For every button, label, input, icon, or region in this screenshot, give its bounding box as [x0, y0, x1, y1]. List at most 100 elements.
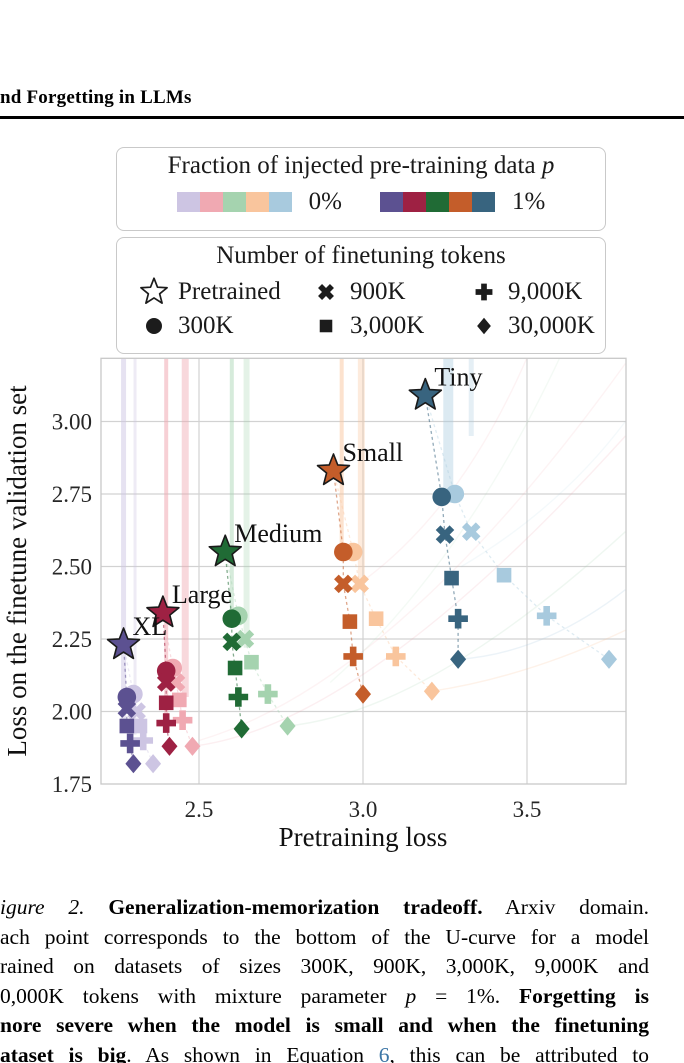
legend-fraction-title: Fraction of injected pre-training data p	[117, 152, 605, 180]
caption-line: igure 2. Generalization-memorization tra…	[0, 893, 649, 923]
square-icon	[319, 319, 333, 333]
legend-tokens-box: Number of finetuning tokens Pretrained 90…	[116, 237, 606, 354]
y-tick: 1.75	[52, 772, 92, 797]
marker-Medium-0%-square	[244, 654, 259, 670]
marker-Medium-1%-x	[222, 632, 242, 652]
marker-Small-0%-diamond	[423, 681, 440, 701]
trajectory-Small-0%	[332, 470, 433, 692]
y-axis-label: Loss on the finetune validation set	[2, 385, 32, 757]
marker-Large-1%-diamond	[161, 736, 178, 756]
caption-line: rained on datasets of sizes 300K, 900K, …	[0, 952, 649, 982]
legend-entry-Pretrained: Pretrained	[139, 275, 311, 309]
marker-Large-1%-square	[158, 695, 174, 711]
y-tick: 2.50	[52, 555, 92, 580]
marker-Large-0%-square	[172, 692, 187, 708]
legend-tokens-title: Number of finetuning tokens	[216, 242, 506, 269]
legend-entry-label: 300K	[178, 312, 234, 339]
color-swatch	[222, 192, 246, 212]
marker-Large-pretrained-star	[146, 595, 180, 628]
legend-fraction-box: Fraction of injected pre-training data p…	[116, 147, 606, 231]
marker-XL-1%-square	[119, 718, 135, 734]
legend-fraction-title-text: Fraction of injected pre-training data	[167, 152, 536, 179]
legend-entry-label: 3,000K	[350, 312, 425, 339]
legend-entry-300K: 300K	[139, 309, 311, 343]
marker-Tiny-0%-plus	[536, 606, 557, 626]
color-swatch	[403, 192, 426, 212]
legend-entry-30,000K: 30,000K	[469, 309, 619, 343]
marker-Tiny-0%-diamond	[601, 649, 617, 669]
plus-icon	[475, 283, 493, 301]
annotation-Medium: Medium	[234, 519, 322, 548]
figure-caption: igure 2. Generalization-memorization tra…	[0, 893, 649, 1063]
legend-entry-3,000K: 3,000K	[311, 309, 469, 343]
marker-Small-1%-square	[342, 614, 358, 629]
legend-fraction-title-var: p	[541, 152, 555, 179]
marker-Small-1%-x	[334, 574, 353, 594]
marker-Tiny-1%-diamond	[450, 649, 467, 669]
y-tick: 2.00	[52, 700, 92, 725]
marker-Small-1%-diamond	[355, 684, 371, 704]
legend-entry-label: 9,000K	[508, 278, 583, 305]
marker-XL-1%-diamond	[125, 754, 142, 774]
equation-link[interactable]: 6	[378, 1042, 390, 1063]
swatch-strip-0%	[176, 192, 292, 212]
marker-Small-1%-plus	[343, 646, 363, 667]
marker-Small-0%-square	[368, 611, 384, 626]
marker-Medium-0%-diamond	[279, 716, 296, 736]
color-swatch	[449, 192, 472, 212]
marker-Tiny-1%-plus	[448, 608, 468, 629]
marker-Small-pretrained-star	[316, 453, 351, 486]
legend-entry-label: Pretrained	[178, 278, 281, 305]
legend-tokens-entries: Pretrained 900K 9,000K 300K 3,000K 30,000K	[139, 275, 605, 343]
data-markers	[106, 377, 617, 774]
trajectory-Tiny-1%	[424, 395, 459, 660]
marker-Large-1%-plus	[156, 713, 176, 733]
marker-Small-1%-circle	[334, 542, 353, 562]
color-swatch	[176, 192, 200, 212]
caption-text: Arxiv domain.	[482, 895, 650, 919]
diamond-icon	[477, 317, 491, 335]
y-tick: 2.25	[52, 627, 92, 652]
caption-line: ataset is big. As shown in Equation 6, t…	[0, 1041, 649, 1063]
caption-text: p	[405, 983, 417, 1008]
marker-Medium-1%-diamond	[233, 719, 250, 739]
marker-XL-0%-diamond	[145, 754, 162, 774]
marker-Medium-1%-circle	[222, 609, 242, 628]
caption-text: 0,000K tokens with mixture parameter	[0, 983, 406, 1008]
running-header: nd Forgetting in LLMs	[0, 87, 192, 108]
caption-line: nore severe when the model is small and …	[0, 1011, 649, 1041]
marker-XL-0%-square	[132, 718, 148, 734]
marker-Tiny-0%-x	[461, 522, 481, 541]
marker-Tiny-pretrained-star	[408, 377, 443, 410]
trajectory-Medium-0%	[224, 551, 289, 727]
x-icon	[318, 284, 334, 300]
annotation-Large: Large	[172, 580, 232, 609]
swatch-strip-1%	[380, 192, 495, 212]
scatter-plot: 2.5 3.0 3.5 3.00 2.75 2.50 2.25 2.00 1.75 Tiny Sm…	[2, 357, 627, 852]
marker-Tiny-1%-x	[435, 525, 455, 544]
background-trajectories	[121, 358, 626, 747]
x-axis-label: Pretraining loss	[279, 822, 448, 852]
caption-text: Generalization-memorization tradeoff.	[108, 895, 483, 919]
marker-Tiny-1%-circle	[432, 487, 452, 507]
caption-text: ataset is big	[0, 1042, 127, 1063]
marker-XL-pretrained-star	[106, 627, 141, 660]
caption-text: . As shown in Equation	[126, 1042, 379, 1063]
y-tick: 3.00	[52, 410, 92, 435]
marker-Large-0%-plus	[172, 710, 193, 730]
axes-frame	[100, 357, 627, 785]
marker-XL-0%-plus	[133, 730, 154, 751]
caption-text: ach point corresponds to the bottom of t…	[0, 924, 649, 949]
caption-line: 0,000K tokens with mixture parameter p =…	[0, 982, 649, 1012]
marker-Large-0%-diamond	[184, 736, 201, 756]
y-tick: 2.75	[52, 482, 92, 507]
marker-Small-0%-plus	[386, 646, 406, 667]
color-swatch	[245, 192, 269, 212]
marker-XL-1%-plus	[120, 733, 140, 754]
caption-text: nore severe when the model is small and …	[0, 1013, 649, 1038]
marker-Medium-pretrained-star	[208, 534, 243, 567]
color-swatch-row: 0% 1%	[117, 188, 605, 216]
tick-labels: 2.5 3.0 3.5 3.00 2.75 2.50 2.25 2.00 1.75	[52, 410, 542, 823]
header-rule	[0, 116, 684, 119]
